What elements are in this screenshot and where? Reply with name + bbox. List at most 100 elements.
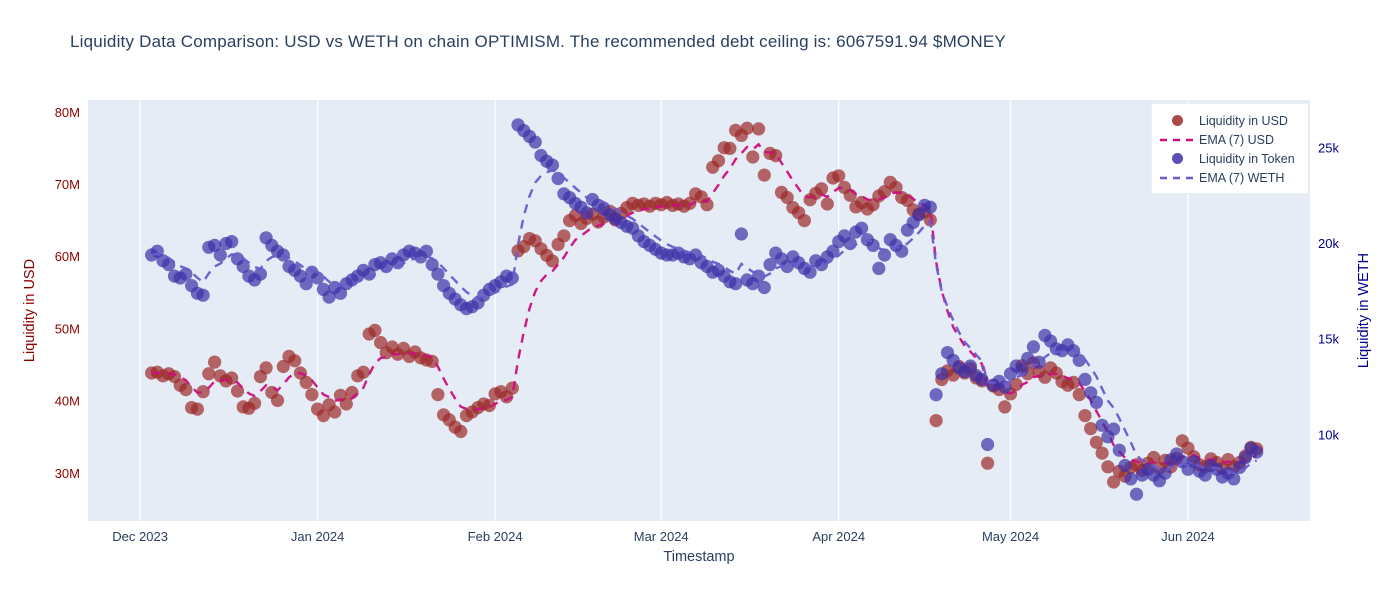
data-point[interactable]	[213, 248, 227, 262]
data-point[interactable]	[196, 288, 210, 302]
data-point[interactable]	[580, 206, 594, 220]
data-point[interactable]	[454, 424, 468, 439]
legend-item-liquidity-usd[interactable]: Liquidity in USD	[1160, 111, 1300, 130]
data-point[interactable]	[374, 336, 388, 350]
data-point[interactable]	[1026, 340, 1040, 354]
data-point[interactable]	[482, 398, 496, 413]
data-point[interactable]	[431, 388, 445, 402]
data-point[interactable]	[179, 383, 193, 397]
data-point[interactable]	[1084, 386, 1098, 400]
data-point[interactable]	[1198, 468, 1212, 482]
data-point[interactable]	[225, 371, 239, 385]
data-point[interactable]	[316, 409, 330, 423]
data-point[interactable]	[1084, 422, 1098, 436]
data-point[interactable]	[1095, 418, 1109, 432]
data-point[interactable]	[253, 267, 267, 281]
data-point[interactable]	[162, 258, 176, 272]
data-point[interactable]	[368, 323, 382, 337]
data-point[interactable]	[551, 171, 565, 186]
data-point[interactable]	[780, 190, 794, 205]
data-point[interactable]	[545, 158, 560, 172]
data-point[interactable]	[757, 168, 771, 182]
data-point[interactable]	[505, 271, 519, 285]
data-point[interactable]	[803, 265, 817, 279]
data-point[interactable]	[236, 259, 250, 274]
data-point[interactable]	[780, 259, 794, 274]
ema-line[interactable]	[151, 169, 1258, 475]
data-point[interactable]	[322, 290, 336, 304]
data-point[interactable]	[935, 367, 949, 381]
data-point[interactable]	[746, 150, 760, 164]
data-point[interactable]	[311, 271, 325, 285]
data-point[interactable]	[179, 267, 193, 281]
data-point[interactable]	[190, 402, 204, 416]
data-point[interactable]	[814, 182, 829, 196]
data-point[interactable]	[889, 180, 903, 194]
data-point[interactable]	[1112, 443, 1126, 457]
data-point[interactable]	[998, 380, 1012, 394]
data-point[interactable]	[855, 221, 869, 235]
data-point[interactable]	[975, 372, 989, 386]
data-point[interactable]	[929, 414, 943, 428]
data-point[interactable]	[1072, 388, 1086, 402]
data-point[interactable]	[225, 235, 239, 249]
data-point[interactable]	[202, 367, 216, 381]
data-point[interactable]	[763, 258, 777, 272]
data-point[interactable]	[1227, 472, 1241, 486]
data-point[interactable]	[1129, 487, 1144, 501]
data-point[interactable]	[877, 248, 892, 262]
plot-area[interactable]	[88, 100, 1310, 521]
data-point[interactable]	[362, 267, 376, 281]
data-point[interactable]	[711, 154, 726, 168]
data-point[interactable]	[431, 267, 445, 281]
data-point[interactable]	[872, 261, 886, 275]
data-point[interactable]	[1078, 372, 1092, 386]
ema-line[interactable]	[151, 142, 1258, 466]
data-point[interactable]	[1118, 458, 1132, 473]
data-point[interactable]	[1021, 351, 1035, 365]
data-point[interactable]	[757, 280, 771, 295]
data-point[interactable]	[832, 169, 846, 183]
data-point[interactable]	[963, 359, 978, 373]
data-point[interactable]	[998, 400, 1012, 414]
data-point[interactable]	[912, 208, 926, 222]
data-point[interactable]	[1124, 472, 1138, 486]
data-point[interactable]	[1238, 451, 1252, 465]
data-point[interactable]	[288, 354, 302, 368]
data-point[interactable]	[1089, 395, 1103, 409]
data-point[interactable]	[729, 277, 743, 291]
data-point[interactable]	[545, 254, 560, 268]
data-point[interactable]	[752, 122, 766, 136]
data-point[interactable]	[1095, 446, 1109, 460]
data-point[interactable]	[740, 121, 754, 135]
data-point[interactable]	[826, 244, 840, 258]
data-point[interactable]	[299, 277, 313, 291]
data-point[interactable]	[333, 286, 348, 300]
data-point[interactable]	[1072, 353, 1086, 367]
data-point[interactable]	[208, 238, 222, 252]
data-point[interactable]	[505, 381, 519, 395]
data-point[interactable]	[419, 244, 433, 258]
data-point[interactable]	[723, 141, 737, 155]
data-point[interactable]	[557, 229, 571, 243]
data-point[interactable]	[276, 359, 290, 374]
legend-item-ema-usd[interactable]: EMA (7) USD	[1160, 130, 1300, 149]
data-point[interactable]	[1089, 435, 1103, 449]
data-point[interactable]	[328, 405, 342, 419]
data-point[interactable]	[259, 361, 273, 375]
data-point[interactable]	[1015, 363, 1029, 377]
data-point[interactable]	[866, 238, 880, 252]
data-point[interactable]	[820, 197, 834, 211]
data-point[interactable]	[734, 227, 749, 241]
data-point[interactable]	[299, 375, 313, 389]
data-point[interactable]	[1107, 422, 1121, 436]
legend-item-liquidity-token[interactable]: Liquidity in Token	[1160, 149, 1300, 168]
data-point[interactable]	[1078, 409, 1092, 423]
data-point[interactable]	[981, 456, 995, 470]
data-point[interactable]	[196, 385, 210, 399]
data-point[interactable]	[208, 355, 222, 369]
data-point[interactable]	[797, 214, 812, 228]
data-point[interactable]	[425, 258, 439, 272]
legend-item-ema-weth[interactable]: EMA (7) WETH	[1160, 168, 1300, 187]
data-point[interactable]	[981, 437, 995, 452]
